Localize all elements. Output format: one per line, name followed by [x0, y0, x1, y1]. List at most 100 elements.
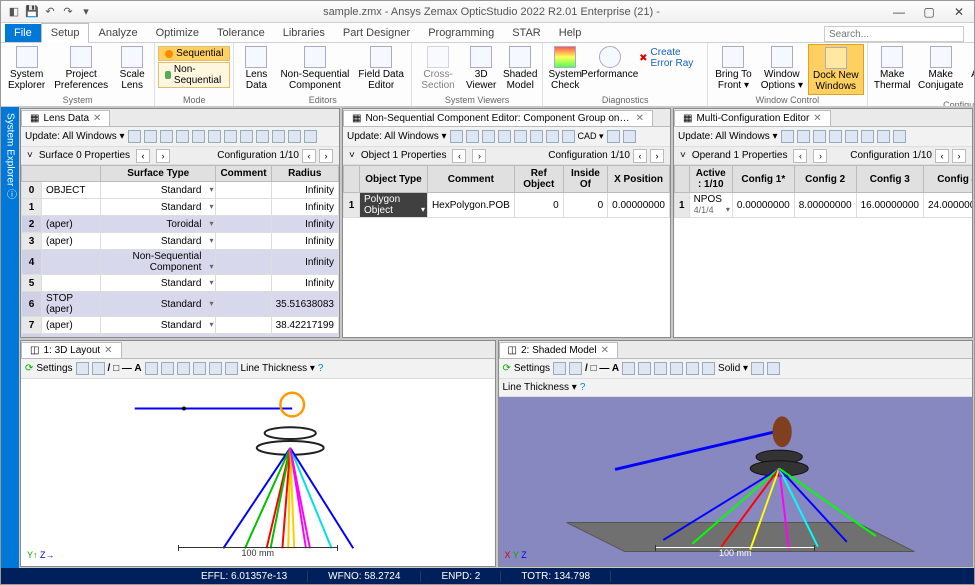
lens-data-tab[interactable]: ▦Lens Data✕: [21, 110, 110, 126]
tool-icon[interactable]: [553, 362, 566, 375]
settings-dropdown[interactable]: Settings: [514, 363, 550, 374]
qat-more-icon[interactable]: ▾: [79, 5, 93, 19]
tool-icon[interactable]: [144, 130, 157, 143]
tool-icon[interactable]: [224, 130, 237, 143]
tool-icon[interactable]: [845, 130, 858, 143]
lens-data-table[interactable]: Surface TypeCommentRadius0OBJECTStandard…: [21, 165, 339, 337]
system-explorer-button[interactable]: System Explorer: [4, 44, 49, 93]
tool-icon[interactable]: [160, 130, 173, 143]
chevron-down-icon[interactable]: ˅: [349, 150, 355, 161]
tool-icon[interactable]: [288, 130, 301, 143]
next-button[interactable]: ›: [472, 149, 486, 163]
table-row[interactable]: 7(aper)Standard38.42217199: [22, 317, 339, 334]
update-dropdown[interactable]: Update: All Windows ▾: [678, 131, 778, 142]
close-icon[interactable]: ✕: [104, 345, 112, 356]
tool-icon[interactable]: [623, 130, 636, 143]
tab-programming[interactable]: Programming: [419, 24, 503, 42]
tool-icon[interactable]: [128, 130, 141, 143]
prev-config-button[interactable]: ‹: [633, 149, 647, 163]
tool-icon[interactable]: [607, 130, 620, 143]
line-thickness-dropdown[interactable]: Line Thickness ▾: [503, 382, 577, 393]
tab-help[interactable]: Help: [550, 24, 591, 42]
tool-icon[interactable]: [176, 130, 189, 143]
tool-icon[interactable]: [829, 130, 842, 143]
tool-icon[interactable]: [654, 362, 667, 375]
dock-new-windows-button[interactable]: Dock New Windows: [808, 44, 864, 95]
tool-icon[interactable]: [562, 130, 575, 143]
layout-3d-viewport[interactable]: Y↑ Z→ 100 mm: [21, 379, 495, 566]
tool-icon[interactable]: [546, 130, 559, 143]
create-error-ray-link[interactable]: ✖Create Error Ray: [637, 46, 702, 70]
viewer-3d-button[interactable]: 3D Viewer: [462, 44, 500, 93]
chevron-down-icon[interactable]: ˅: [27, 150, 33, 161]
tool-icon[interactable]: [861, 130, 874, 143]
tool-icon[interactable]: [893, 130, 906, 143]
prev-button[interactable]: ‹: [452, 149, 466, 163]
next-button[interactable]: ›: [813, 149, 827, 163]
tool-icon[interactable]: [208, 130, 221, 143]
settings-dropdown[interactable]: Settings: [36, 363, 72, 374]
maximize-button[interactable]: ▢: [914, 1, 944, 23]
search-input[interactable]: [824, 26, 964, 42]
table-row[interactable]: 8(aper)ToroidalInfinity: [22, 334, 339, 338]
tool-icon[interactable]: [530, 130, 543, 143]
update-dropdown[interactable]: Update: All Windows ▾: [347, 131, 447, 142]
table-row[interactable]: 1 Polygon Object HexPolygon.POB 0 0 0.00…: [344, 193, 670, 218]
tool-icon[interactable]: [256, 130, 269, 143]
tab-optimize[interactable]: Optimize: [147, 24, 208, 42]
table-row[interactable]: 1StandardInfinity: [22, 199, 339, 216]
close-icon[interactable]: ✕: [93, 113, 101, 124]
performance-button[interactable]: Performance: [585, 44, 634, 83]
tab-tolerance[interactable]: Tolerance: [208, 24, 274, 42]
solid-dropdown[interactable]: Solid ▾: [718, 363, 748, 374]
tool-icon[interactable]: [813, 130, 826, 143]
close-icon[interactable]: ✕: [636, 113, 644, 124]
tool-icon[interactable]: [272, 130, 285, 143]
tab-libraries[interactable]: Libraries: [274, 24, 334, 42]
table-row[interactable]: 1 NPOS 4/1/4 0.00000000 8.00000000 16.00…: [675, 193, 973, 218]
next-config-button[interactable]: ›: [319, 149, 333, 163]
prev-config-button[interactable]: ‹: [302, 149, 316, 163]
make-conjugate-button[interactable]: Make Conjugate: [915, 44, 967, 93]
tab-setup[interactable]: Setup: [41, 23, 90, 43]
scale-lens-button[interactable]: Scale Lens: [113, 44, 151, 93]
shaded-model-button[interactable]: Shaded Model: [501, 44, 539, 93]
tool-icon[interactable]: [797, 130, 810, 143]
field-data-button[interactable]: Field Data Editor: [354, 44, 408, 93]
next-button[interactable]: ›: [156, 149, 170, 163]
table-row[interactable]: 6STOP (aper)Standard35.51638083: [22, 292, 339, 317]
table-row[interactable]: 5StandardInfinity: [22, 275, 339, 292]
tool-icon[interactable]: [304, 130, 317, 143]
tool-icon[interactable]: [209, 362, 222, 375]
mce-tab[interactable]: ▦Multi-Configuration Editor✕: [674, 110, 831, 126]
tool-icon[interactable]: [161, 362, 174, 375]
system-explorer-sidetab[interactable]: System Explorer ⓘ: [1, 107, 19, 568]
tab-analyze[interactable]: Analyze: [89, 24, 146, 42]
tool-icon[interactable]: [193, 362, 206, 375]
tool-icon[interactable]: [751, 362, 764, 375]
refresh-icon[interactable]: ⟳: [25, 363, 33, 374]
project-prefs-button[interactable]: Project Preferences: [50, 44, 112, 93]
next-config-button[interactable]: ›: [952, 149, 966, 163]
tool-icon[interactable]: [686, 362, 699, 375]
tool-icon[interactable]: [450, 130, 463, 143]
shaded-viewport[interactable]: X Y Z 100 mm: [499, 397, 973, 566]
close-button[interactable]: ✕: [944, 1, 974, 23]
tool-icon[interactable]: [877, 130, 890, 143]
make-thermal-button[interactable]: Make Thermal: [871, 44, 914, 93]
prev-config-button[interactable]: ‹: [935, 149, 949, 163]
tab-file[interactable]: File: [5, 24, 41, 42]
close-icon[interactable]: ✕: [601, 345, 609, 356]
prev-button[interactable]: ‹: [136, 149, 150, 163]
table-row[interactable]: 3(aper)StandardInfinity: [22, 233, 339, 250]
tool-icon[interactable]: [514, 130, 527, 143]
layout-3d-tab[interactable]: ◫1: 3D Layout✕: [21, 342, 122, 358]
tool-icon[interactable]: [177, 362, 190, 375]
undo-icon[interactable]: ↶: [43, 5, 57, 19]
update-dropdown[interactable]: Update: All Windows ▾: [25, 131, 125, 142]
tool-icon[interactable]: [76, 362, 89, 375]
next-config-button[interactable]: ›: [650, 149, 664, 163]
table-row[interactable]: 4Non-Sequential ComponentInfinity: [22, 250, 339, 275]
prev-button[interactable]: ‹: [793, 149, 807, 163]
tool-icon[interactable]: [670, 362, 683, 375]
